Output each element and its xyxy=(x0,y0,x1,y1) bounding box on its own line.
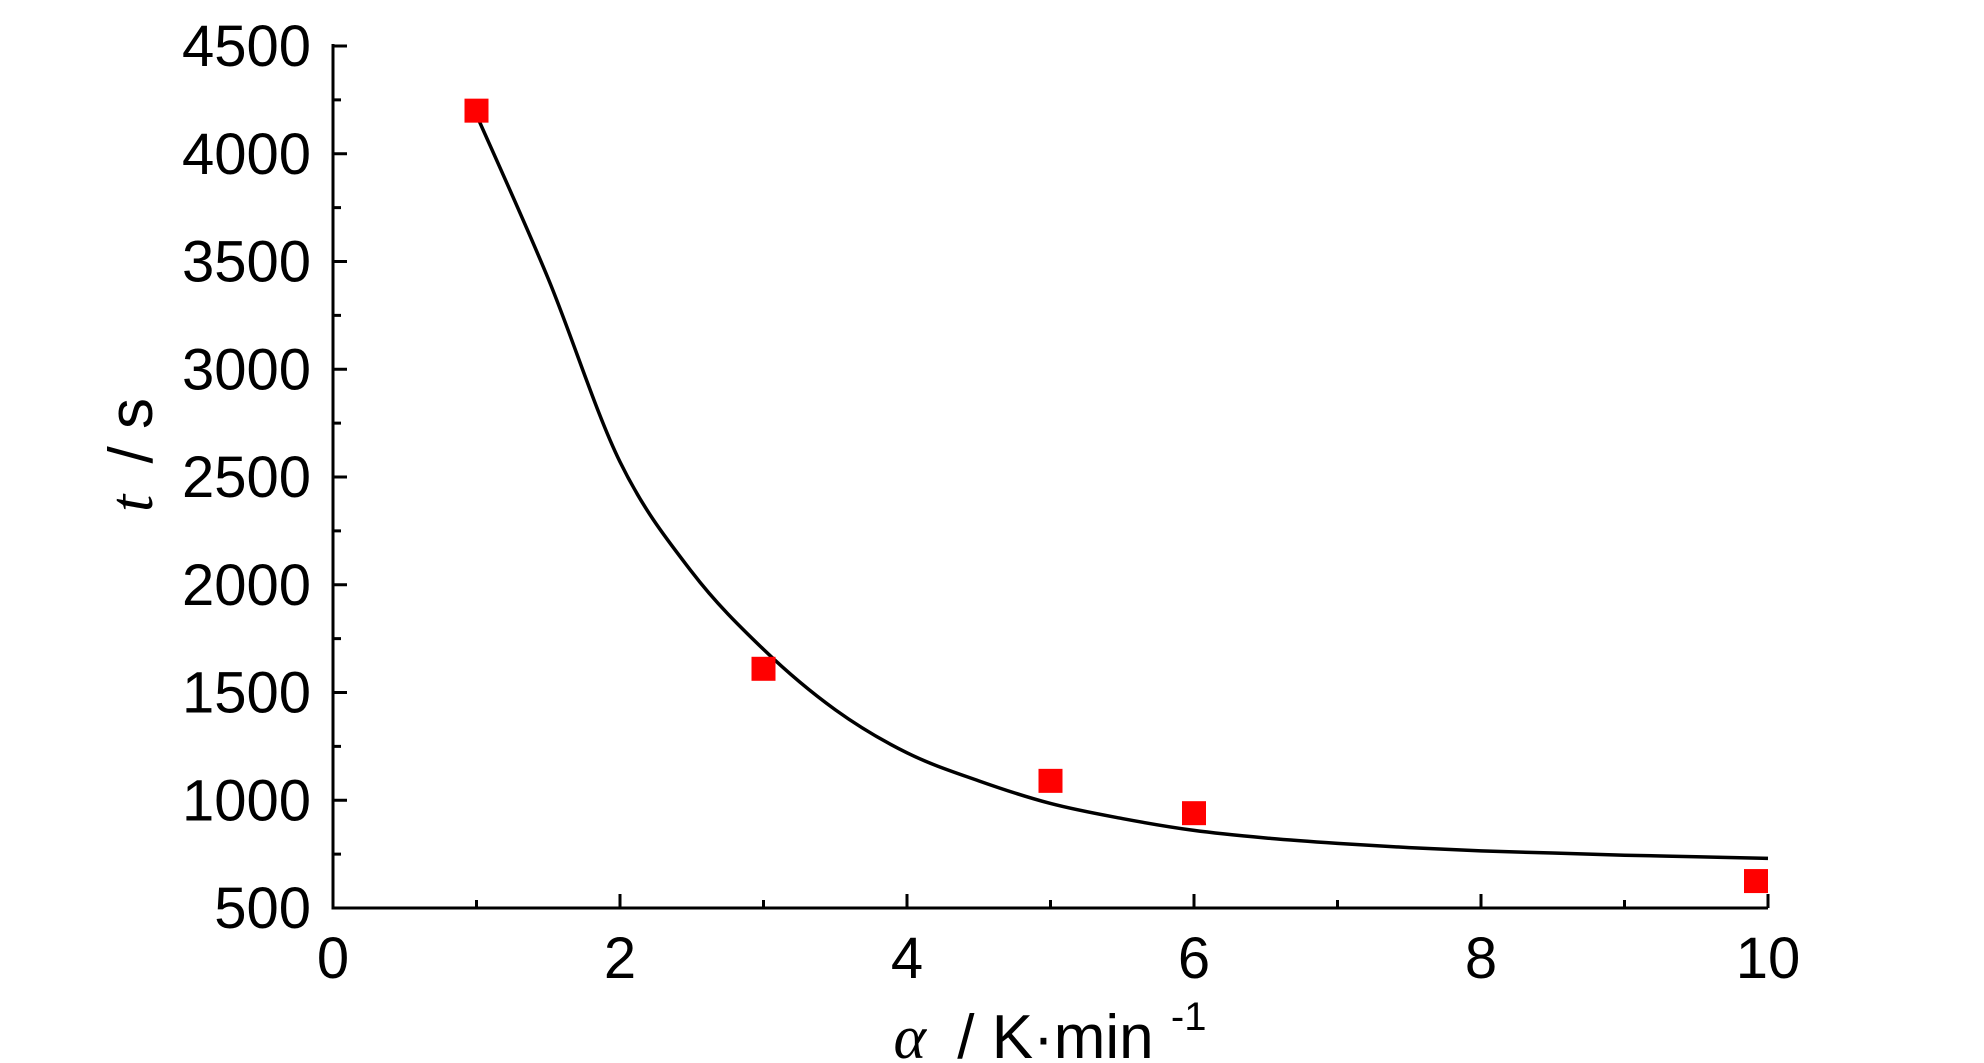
x-tick-label: 10 xyxy=(1736,926,1801,991)
x-tick-label: 2 xyxy=(604,926,636,991)
fit-curve-line xyxy=(474,114,1769,861)
series-layer xyxy=(464,98,1769,894)
y-axis-unit: / s xyxy=(97,398,166,463)
data-point-marker xyxy=(1744,869,1768,894)
y-tick-label: 3500 xyxy=(182,230,311,295)
y-tick-label: 1000 xyxy=(182,768,311,833)
data-point-marker xyxy=(1182,801,1206,826)
x-axis-unit-exponent: -1 xyxy=(1171,995,1207,1039)
y-tick-label: 3000 xyxy=(182,337,311,402)
y-axis-title: t / s xyxy=(97,398,166,512)
data-point-marker xyxy=(464,98,489,123)
y-tick-label: 1500 xyxy=(182,661,311,726)
y-tick-label: 2500 xyxy=(182,445,311,510)
x-tick-label: 6 xyxy=(1178,926,1210,991)
x-axis-symbol: α xyxy=(894,1004,928,1063)
x-tick-label: 0 xyxy=(317,926,349,991)
x-axis-title: α / K·min -1 xyxy=(894,995,1207,1063)
data-point-marker xyxy=(751,656,776,681)
y-tick-label: 500 xyxy=(214,876,311,941)
x-axis-unit: / K·min xyxy=(957,1003,1153,1063)
y-ticks: 500 1000 1500 2000 2500 3000 3500 4000 4500 xyxy=(182,14,347,941)
y-axis-symbol: t xyxy=(98,493,166,512)
x-tick-label: 8 xyxy=(1465,926,1497,991)
y-tick-label: 2000 xyxy=(182,553,311,618)
y-tick-label: 4500 xyxy=(182,14,311,79)
data-point-marker xyxy=(1038,768,1063,793)
x-ticks: 0 2 4 6 8 10 xyxy=(317,894,1800,991)
y-tick-label: 4000 xyxy=(182,122,311,187)
x-tick-label: 4 xyxy=(891,926,923,991)
